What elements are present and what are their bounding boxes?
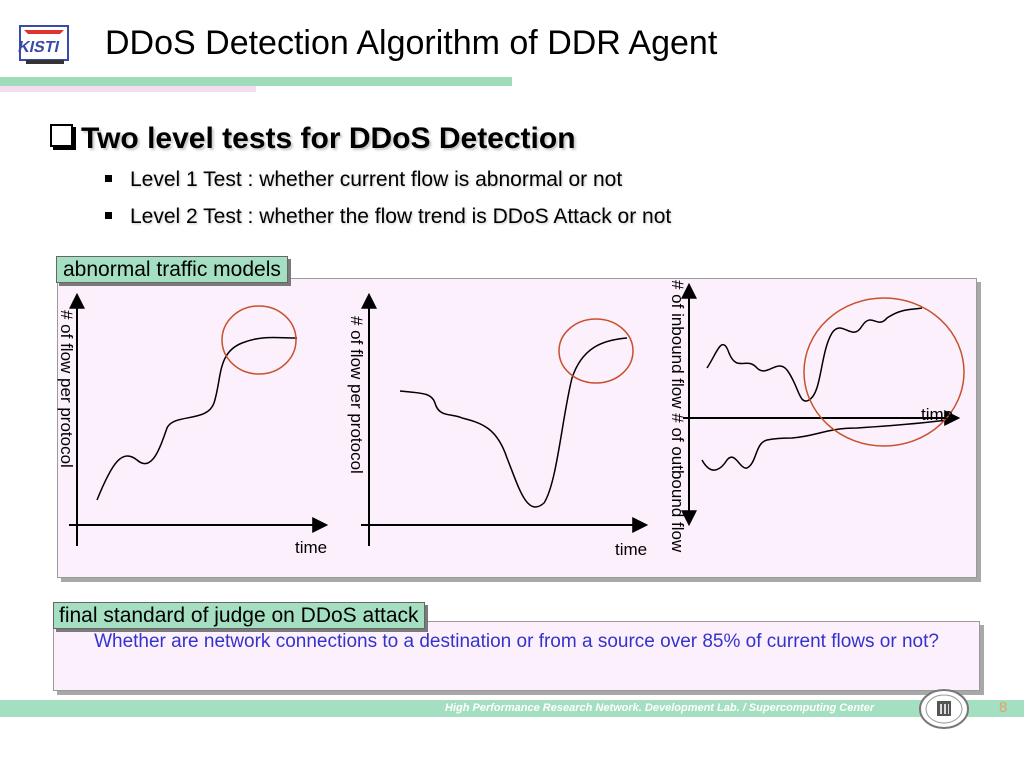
header-divider-accent — [0, 86, 256, 92]
svg-text:KISTI: KISTI — [16, 38, 61, 56]
judge-label: final standard of judge on DDoS attack — [53, 602, 425, 629]
y-axis-label: # of inbound flow # of outbound flow — [668, 280, 687, 553]
x-axis-label: time — [615, 540, 647, 559]
main-bullet: Two level tests for DDoS Detection — [50, 121, 576, 157]
kisti-logo: KISTI — [16, 25, 69, 64]
sub-bullet-text: Level 2 Test : whether the flow trend is… — [130, 205, 672, 228]
x-axis-label: time — [921, 405, 953, 424]
square-bullet-icon — [105, 212, 112, 219]
x-axis-label: time — [295, 538, 327, 557]
judge-criterion-text: Whether are network connections to a des… — [94, 631, 939, 652]
y-axis-label: # of flow per protocol — [347, 316, 366, 474]
main-bullet-text: Two level tests for DDoS Detection — [81, 122, 576, 155]
outbound-flow-curve — [701, 419, 948, 471]
sub-bullet-text: Level 1 Test : whether current flow is a… — [130, 168, 623, 191]
highlight-circle — [803, 297, 965, 447]
footer-bar — [0, 700, 1024, 717]
highlight-circle — [558, 318, 634, 384]
header-divider — [0, 77, 512, 86]
sub-bullet: Level 1 Test : whether current flow is a… — [105, 167, 622, 193]
models-panel — [57, 278, 977, 578]
inbound-flow-curve — [706, 307, 923, 402]
chart-2: # of flow per protocol time — [347, 292, 649, 559]
chart-1: # of flow per protocol time — [57, 292, 329, 557]
traffic-curve — [399, 337, 628, 508]
institution-seal-icon — [919, 689, 969, 729]
slide-title: DDoS Detection Algorithm of DDR Agent — [105, 24, 718, 62]
traffic-models-diagram: # of flow per protocol time # of flow pe… — [57, 280, 965, 559]
judge-panel — [53, 621, 980, 691]
page-number: 8 — [999, 699, 1008, 716]
y-axis-label: # of flow per protocol — [57, 310, 76, 468]
highlight-circle — [221, 305, 297, 375]
square-bullet-icon — [105, 175, 112, 182]
sub-bullet: Level 2 Test : whether the flow trend is… — [105, 204, 671, 230]
models-label: abnormal traffic models — [56, 256, 288, 283]
chart-3: # of inbound flow # of outbound flow tim… — [668, 280, 965, 553]
checkbox-bullet-icon — [50, 124, 73, 147]
footer-text: High Performance Research Network. Devel… — [445, 702, 875, 714]
traffic-curve — [96, 336, 298, 501]
